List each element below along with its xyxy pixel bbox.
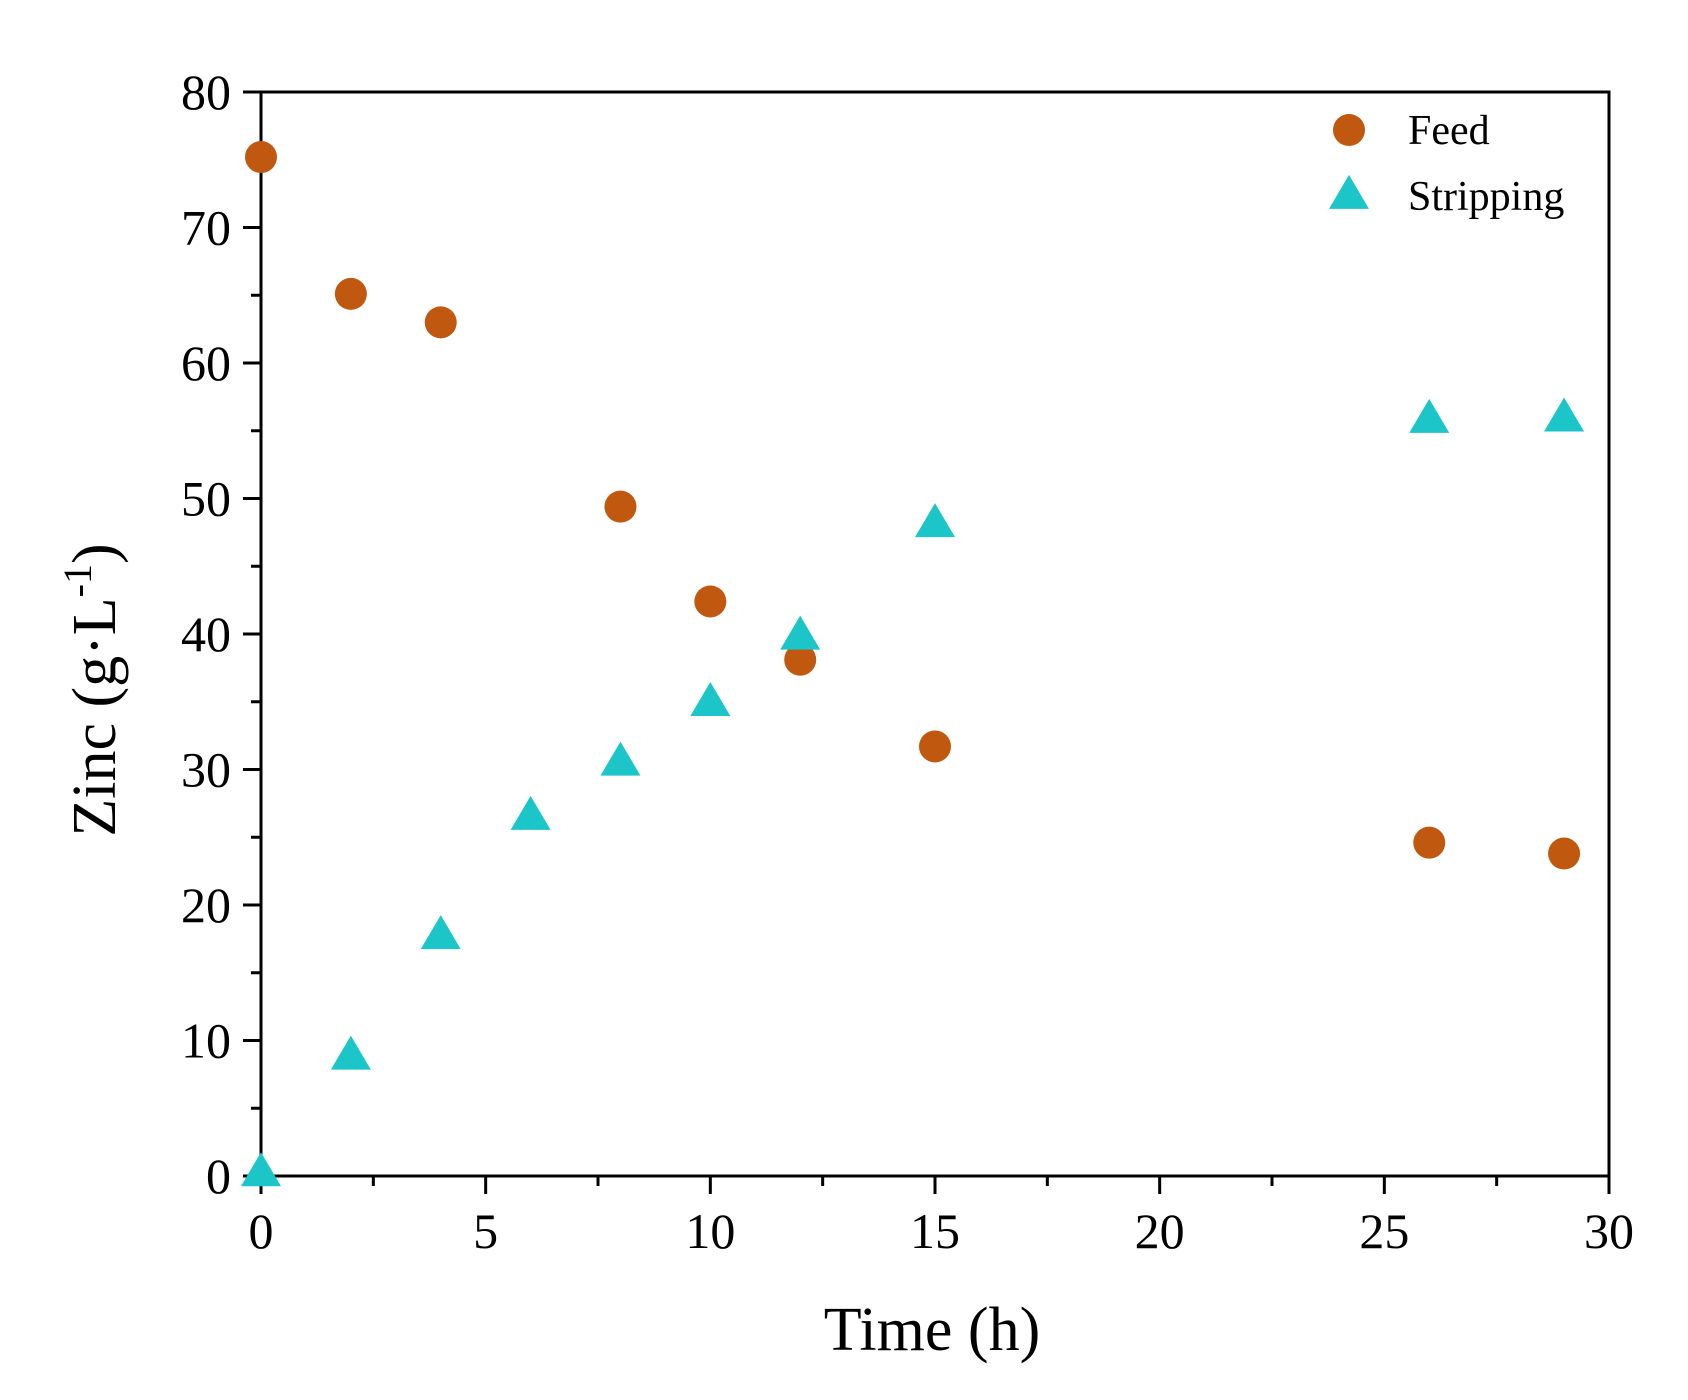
feed-point <box>1413 826 1446 859</box>
stripping-point <box>1544 397 1585 432</box>
y-tick-label: 0 <box>206 1148 231 1204</box>
axes <box>259 90 1611 1178</box>
stripping-point <box>420 915 461 950</box>
stripping-point <box>1409 398 1450 433</box>
feed-point <box>604 490 637 523</box>
y-axis-title-group: Zinc (g·L-1) <box>55 543 129 836</box>
legend: Feed Stripping <box>1329 108 1564 220</box>
y-axis-title-superscript: -1 <box>55 564 100 597</box>
y-tick-label: 80 <box>181 64 231 120</box>
stripping-point <box>510 795 551 830</box>
stripping-point <box>690 682 731 717</box>
legend-stripping-marker <box>1329 174 1369 209</box>
x-tick-label: 15 <box>910 1203 960 1259</box>
stripping-point <box>241 1152 281 1187</box>
feed-point <box>919 730 951 763</box>
x-axis-title: Time (h) <box>824 1296 1040 1364</box>
x-tick-label: 10 <box>685 1203 735 1259</box>
y-axis-title: Zinc (g·L-1) <box>55 543 129 836</box>
y-tick-label: 20 <box>181 877 231 933</box>
stripping-point <box>600 741 641 776</box>
feed-point <box>245 141 277 174</box>
y-tick-label: 70 <box>181 200 231 256</box>
y-tick-label: 60 <box>181 335 231 391</box>
y-axis-title-close: ) <box>61 543 129 564</box>
x-tick-label: 30 <box>1584 1203 1634 1259</box>
x-tick-label: 25 <box>1359 1203 1409 1259</box>
feed-point <box>694 585 727 618</box>
legend-feed-label: Feed <box>1408 108 1490 154</box>
ticks: 0 5 10 15 20 25 30 0 10 20 30 40 50 60 70 80 <box>181 64 1634 1259</box>
legend-feed-marker <box>1333 114 1365 146</box>
feed-point <box>424 306 457 339</box>
plot-frame <box>259 90 1611 1178</box>
y-tick-label: 30 <box>181 742 231 798</box>
x-tick-label: 0 <box>249 1203 274 1259</box>
feed-point <box>784 643 817 676</box>
legend-stripping-label: Stripping <box>1408 174 1564 220</box>
feed-point <box>334 277 367 310</box>
y-axis-title-main: Zinc (g·L <box>61 597 129 836</box>
feed-point <box>1548 837 1581 870</box>
y-tick-label: 40 <box>181 606 231 662</box>
data-points <box>241 141 1585 1187</box>
stripping-point <box>915 503 955 538</box>
x-tick-label: 20 <box>1135 1203 1185 1259</box>
x-tick-label: 5 <box>473 1203 498 1259</box>
stripping-point <box>780 615 821 650</box>
y-tick-label: 10 <box>181 1013 231 1069</box>
y-tick-label: 50 <box>181 471 231 527</box>
stripping-point <box>330 1035 371 1070</box>
